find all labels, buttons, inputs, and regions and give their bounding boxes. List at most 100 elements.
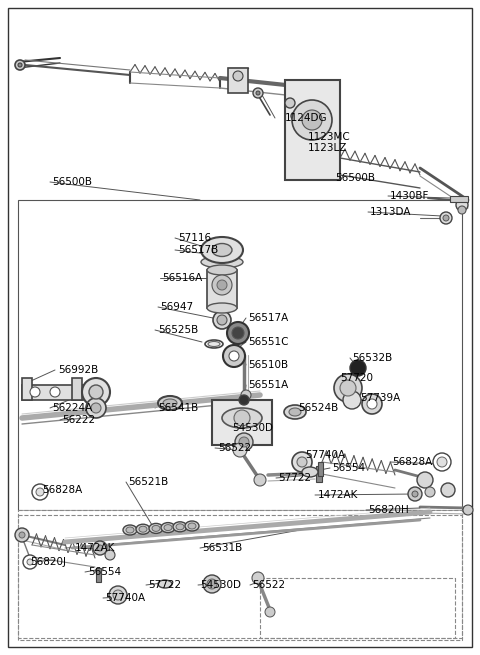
Circle shape — [254, 474, 266, 486]
Circle shape — [18, 63, 22, 67]
Text: 56532B: 56532B — [352, 353, 392, 363]
Circle shape — [235, 433, 253, 451]
Text: 56510B: 56510B — [248, 360, 288, 370]
Circle shape — [15, 528, 29, 542]
Text: 56531B: 56531B — [202, 543, 242, 553]
Circle shape — [86, 398, 106, 418]
Circle shape — [113, 590, 123, 600]
Circle shape — [213, 311, 231, 329]
Circle shape — [203, 575, 221, 593]
Text: 56224A: 56224A — [52, 403, 92, 413]
Bar — [285, 80, 340, 180]
Ellipse shape — [176, 524, 184, 530]
Text: 1123LZ: 1123LZ — [308, 143, 348, 153]
Circle shape — [223, 345, 245, 367]
Circle shape — [417, 472, 433, 488]
Ellipse shape — [152, 525, 160, 531]
Ellipse shape — [207, 265, 237, 275]
Bar — [22, 378, 32, 400]
Text: 56551C: 56551C — [248, 337, 288, 347]
Circle shape — [19, 532, 25, 538]
Circle shape — [302, 110, 322, 130]
Text: 56524B: 56524B — [298, 403, 338, 413]
Text: 57722: 57722 — [148, 580, 181, 590]
Circle shape — [89, 385, 103, 399]
Text: 56517B: 56517B — [178, 245, 218, 255]
Ellipse shape — [201, 237, 243, 263]
Text: 1472AK: 1472AK — [318, 490, 359, 500]
Text: 54530D: 54530D — [232, 423, 273, 433]
Bar — [18, 200, 462, 510]
Ellipse shape — [136, 524, 150, 534]
Circle shape — [27, 559, 33, 565]
Text: 57739A: 57739A — [360, 393, 400, 403]
Circle shape — [340, 380, 356, 396]
Circle shape — [458, 206, 466, 214]
Text: 57722: 57722 — [278, 473, 311, 483]
Ellipse shape — [185, 521, 199, 531]
Circle shape — [97, 545, 103, 551]
Circle shape — [291, 112, 299, 120]
Text: 1430BF: 1430BF — [390, 191, 430, 201]
Text: 1123MC: 1123MC — [308, 132, 351, 142]
Circle shape — [217, 280, 227, 290]
Circle shape — [297, 457, 307, 467]
Circle shape — [234, 410, 250, 426]
Bar — [450, 196, 468, 202]
Circle shape — [233, 71, 243, 81]
Ellipse shape — [139, 526, 147, 533]
Text: 56828A: 56828A — [42, 485, 82, 495]
Circle shape — [362, 394, 382, 414]
Text: 56517A: 56517A — [248, 313, 288, 323]
Bar — [22, 385, 87, 400]
Circle shape — [440, 212, 452, 224]
Circle shape — [292, 452, 312, 472]
Ellipse shape — [284, 405, 306, 419]
Text: 1124DG: 1124DG — [285, 113, 328, 123]
Text: 56500B: 56500B — [52, 177, 92, 187]
Circle shape — [285, 98, 295, 108]
Ellipse shape — [158, 396, 182, 410]
Text: 56551A: 56551A — [248, 380, 288, 390]
Circle shape — [32, 484, 48, 500]
Ellipse shape — [161, 523, 175, 533]
Text: 56500B: 56500B — [335, 173, 375, 183]
Text: 57740A: 57740A — [305, 450, 345, 460]
Text: 56541B: 56541B — [158, 403, 198, 413]
Text: 56947: 56947 — [160, 302, 193, 312]
Circle shape — [82, 378, 110, 406]
Ellipse shape — [149, 523, 163, 533]
Circle shape — [350, 360, 366, 376]
Circle shape — [91, 403, 101, 413]
Ellipse shape — [289, 408, 301, 416]
Circle shape — [343, 391, 361, 409]
Circle shape — [227, 322, 249, 344]
Ellipse shape — [158, 580, 172, 588]
Circle shape — [93, 541, 107, 555]
Circle shape — [463, 505, 473, 515]
Bar — [316, 466, 322, 482]
Circle shape — [212, 275, 232, 295]
Ellipse shape — [208, 341, 220, 346]
Text: 57740A: 57740A — [105, 593, 145, 603]
Text: 56525B: 56525B — [158, 325, 198, 335]
Circle shape — [412, 491, 418, 497]
Circle shape — [241, 390, 251, 400]
Bar — [207, 270, 237, 308]
Circle shape — [23, 555, 37, 569]
Text: 56992B: 56992B — [58, 365, 98, 375]
Text: 56222: 56222 — [62, 415, 95, 425]
Circle shape — [334, 374, 362, 402]
Ellipse shape — [188, 523, 196, 529]
Text: 54530D: 54530D — [200, 580, 241, 590]
Text: 56820J: 56820J — [30, 557, 66, 567]
Circle shape — [265, 607, 275, 617]
Circle shape — [50, 387, 60, 397]
Circle shape — [217, 315, 227, 325]
Circle shape — [456, 199, 468, 211]
Circle shape — [292, 100, 332, 140]
Circle shape — [441, 483, 455, 497]
Circle shape — [233, 443, 247, 457]
Circle shape — [15, 60, 25, 70]
Ellipse shape — [222, 408, 262, 428]
